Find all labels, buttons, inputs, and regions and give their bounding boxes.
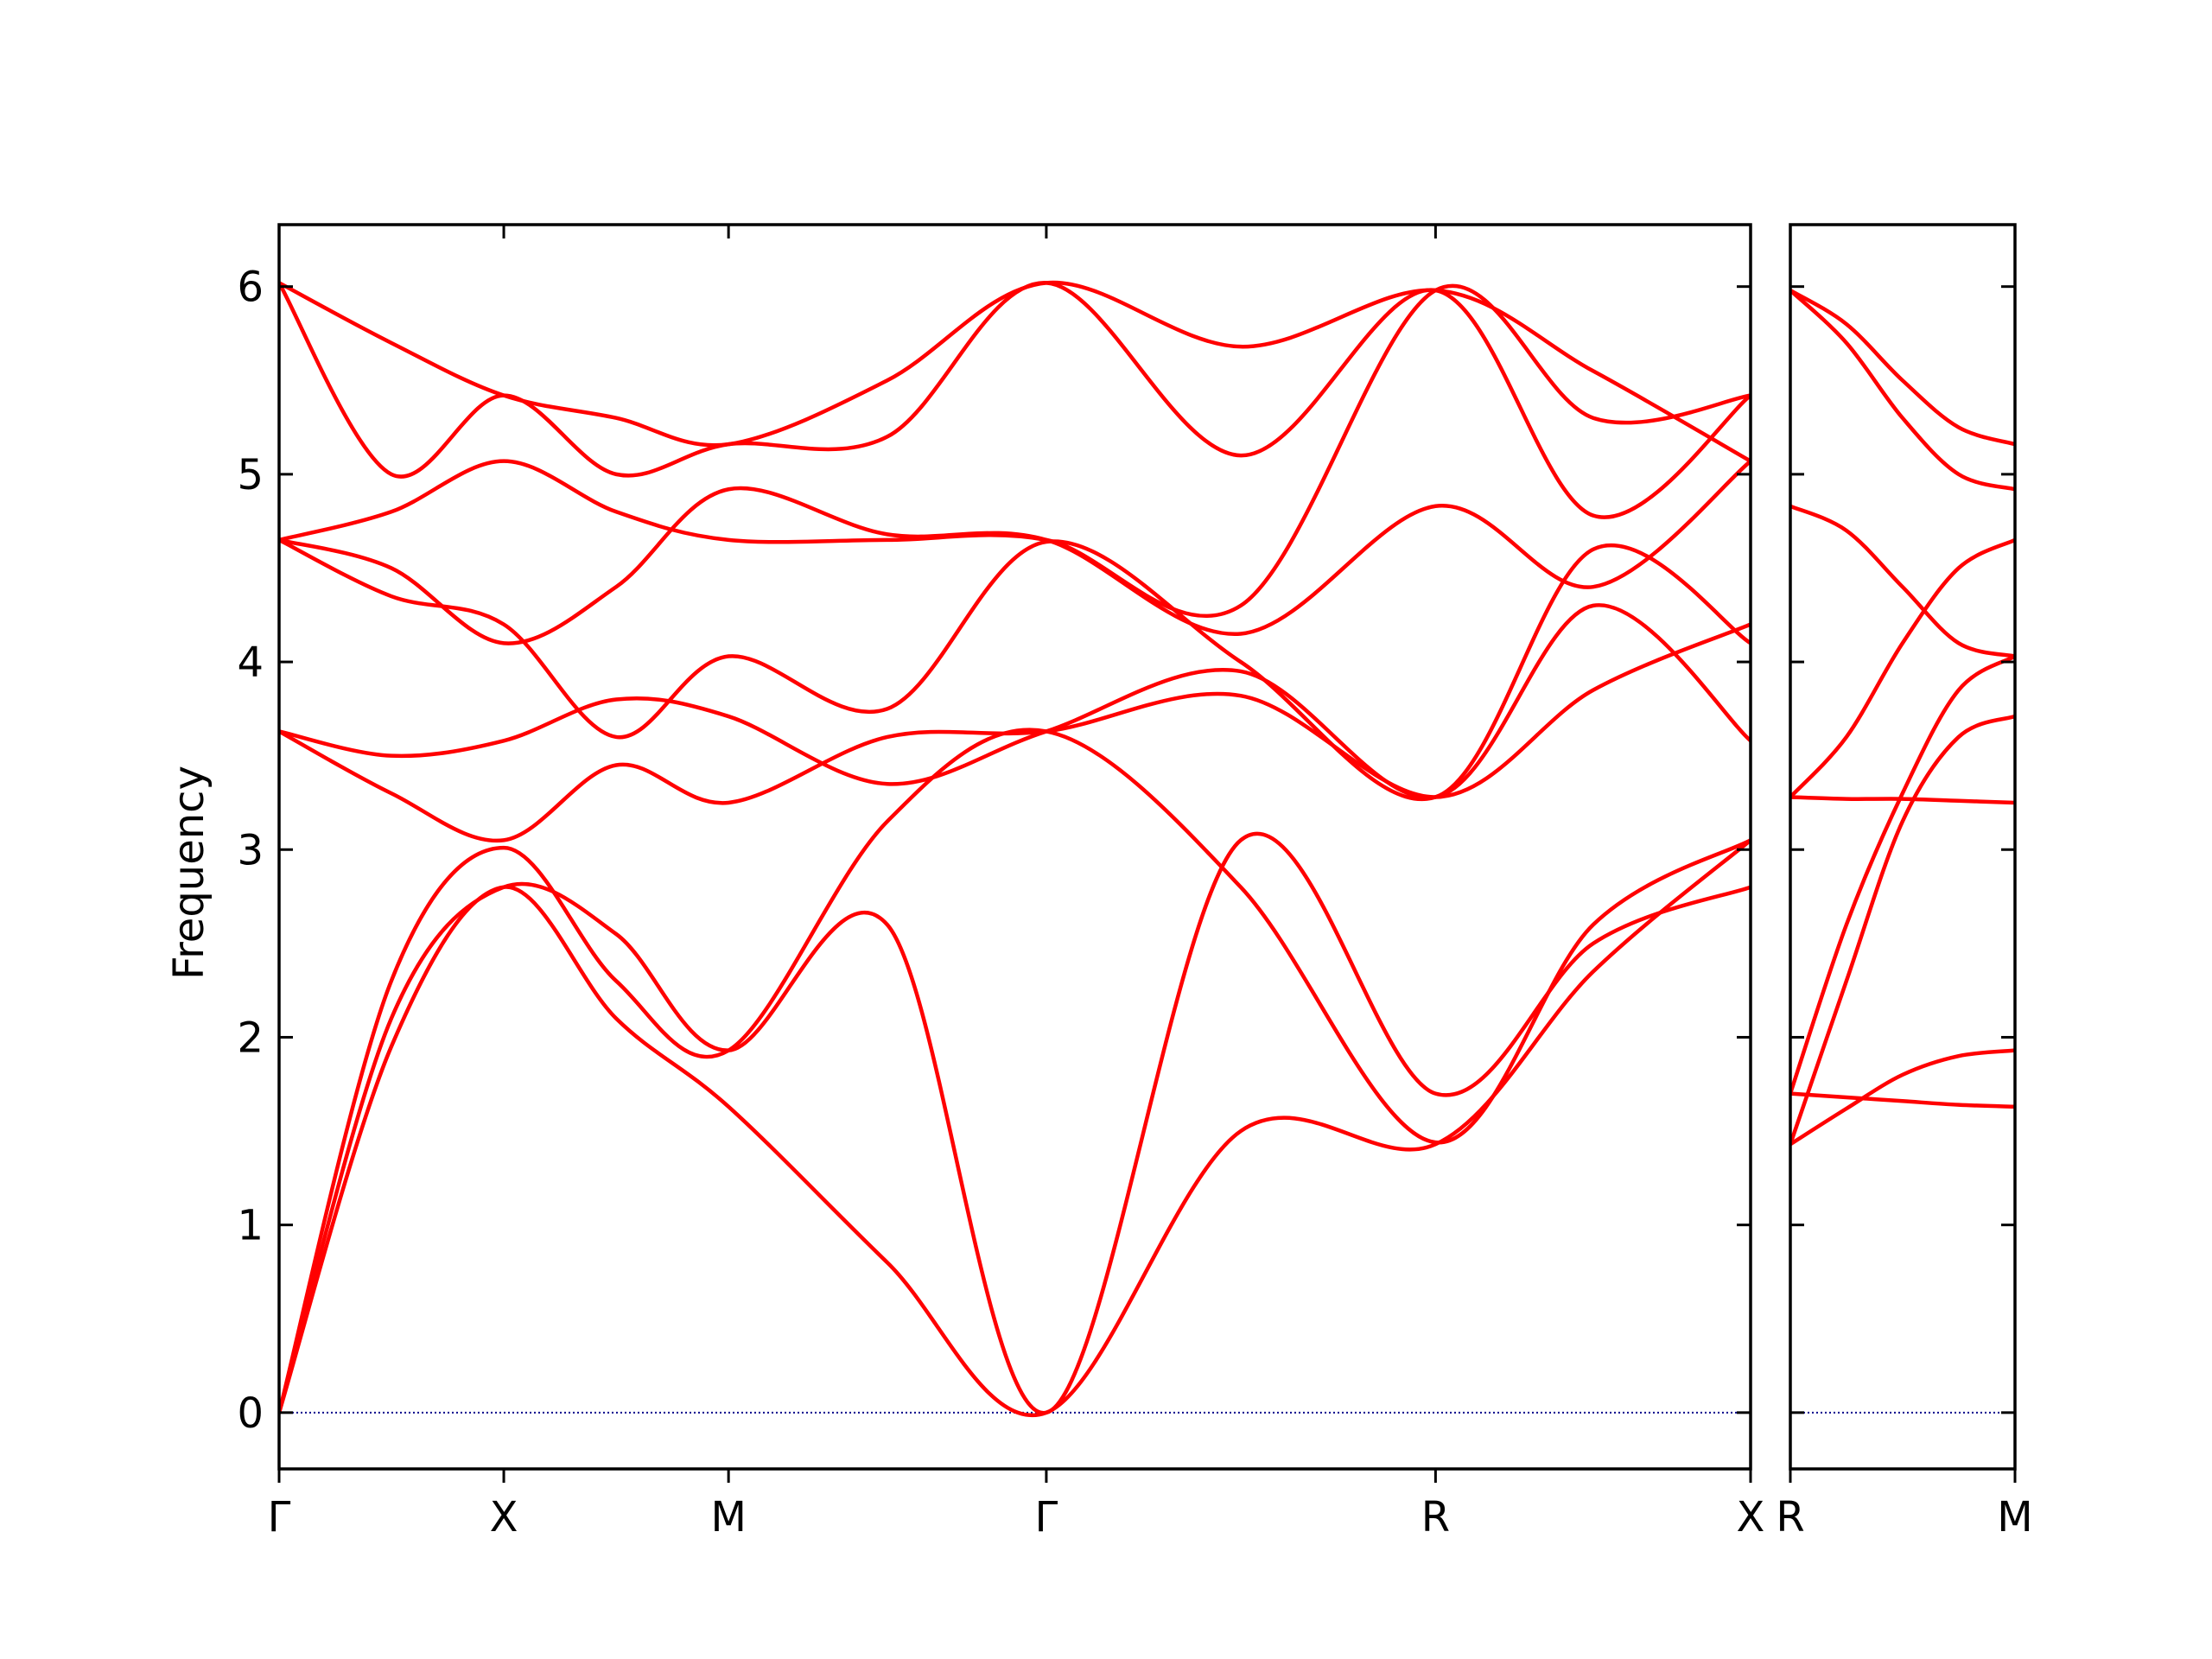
y-tick-label: 0 — [237, 1389, 264, 1438]
y-tick-label: 2 — [237, 1014, 264, 1062]
band-line-2 — [1790, 1091, 2015, 1109]
band-line-3 — [1790, 714, 2015, 1147]
band-line-6 — [1790, 537, 2015, 799]
x-tick-label: X — [1737, 1493, 1765, 1541]
band-line-5 — [279, 603, 1751, 800]
y-axis-label: Frequency — [165, 766, 213, 980]
band-line-10 — [279, 280, 1751, 463]
band-line-5 — [1790, 795, 2015, 805]
band-lines — [279, 280, 1751, 1417]
panel-frame — [1789, 223, 2017, 1471]
x-tick-label: X — [490, 1493, 518, 1541]
band-line-7 — [1790, 504, 2015, 658]
x-tick-label: Γ — [1035, 1493, 1058, 1541]
band-line-3 — [279, 728, 1751, 1415]
x-tick-label: R — [1421, 1493, 1450, 1541]
x-tick-label: Γ — [268, 1493, 291, 1541]
x-tick-label: M — [710, 1493, 746, 1541]
panel-main: 0 1 2 3 4 5 6 Γ X M Γ R X — [237, 223, 1765, 1541]
y-tick-label: 3 — [237, 826, 264, 874]
band-line-4 — [279, 622, 1751, 843]
band-line-1 — [1790, 1048, 2015, 1147]
band-line-2 — [279, 831, 1751, 1415]
x-tick-label: R — [1776, 1493, 1804, 1541]
band-line-8 — [1790, 288, 2015, 492]
band-line-9 — [1790, 288, 2015, 447]
band-line-4 — [1790, 654, 2015, 1096]
y-tick-label: 4 — [237, 639, 264, 687]
band-line-7 — [279, 459, 1751, 645]
x-tick-label: M — [1997, 1493, 2032, 1541]
band-line-9 — [279, 281, 1751, 519]
band-line-1 — [279, 838, 1751, 1417]
band-line-6 — [279, 537, 1751, 801]
y-tick-label: 1 — [237, 1202, 264, 1250]
band-line-8 — [279, 283, 1751, 619]
y-tick-label: 5 — [237, 451, 264, 499]
y-tick-label: 6 — [237, 264, 264, 312]
panel-frame — [277, 223, 1752, 1471]
band-lines — [1790, 288, 2015, 1147]
